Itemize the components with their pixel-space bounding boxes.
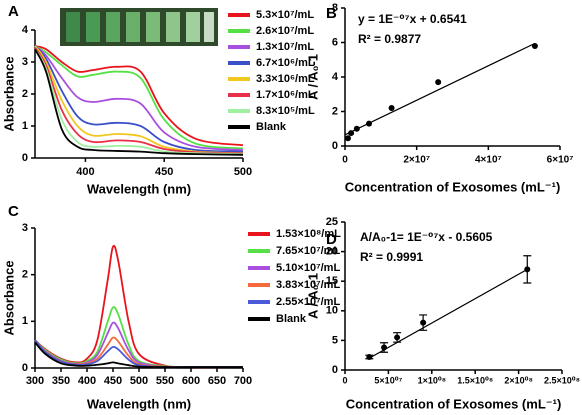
y-tick-label: 0 — [22, 362, 28, 374]
spectrum-line — [34, 244, 244, 369]
spectrum-line — [34, 48, 244, 156]
data-point — [366, 353, 373, 360]
legend-label: 3.83×10⁷/mL — [276, 279, 340, 291]
x-tick-label: 600 — [182, 375, 200, 387]
y-axis-label: A / A₀-1 — [305, 273, 320, 319]
fit-line — [344, 42, 536, 136]
y-tick-label: 5 — [332, 334, 338, 346]
y-tick-label: 3 — [22, 222, 28, 234]
data-point — [524, 266, 531, 273]
x-axis-label: Wavelength (nm) — [87, 396, 191, 411]
data-point — [366, 120, 373, 127]
data-point — [348, 130, 355, 137]
spectrum-line — [34, 45, 244, 155]
x-tick-label: 2.5×10⁰⁸ — [544, 375, 580, 385]
fit-line — [369, 268, 528, 359]
x-tick-label: 550 — [156, 375, 174, 387]
legend-label: 7.65×10⁷/mL — [276, 245, 340, 257]
y-tick-label: 10 — [326, 305, 338, 317]
x-axis-label: Wavelength (nm) — [87, 181, 191, 196]
annotation: y = 1E⁻⁰⁷x + 0.6541 — [358, 12, 467, 26]
y-tick-label: 3 — [22, 56, 28, 68]
data-point — [435, 79, 442, 86]
data-point — [394, 334, 401, 341]
y-tick-label: 2 — [22, 269, 28, 281]
y-tick-label: 1 — [22, 120, 28, 132]
y-tick-label: 0 — [332, 364, 338, 376]
x-tick-label: 450 — [104, 375, 122, 387]
annotation: R² = 0.9991 — [360, 250, 423, 264]
y-tick-label: 20 — [326, 246, 338, 258]
y-axis-label: Absorbance — [1, 56, 16, 131]
x-tick-label: 500 — [234, 166, 252, 178]
spectrum-line — [34, 45, 244, 153]
annotation: R² = 0.9877 — [358, 32, 421, 46]
legend-label: 3.3×10⁶/mL — [256, 73, 315, 85]
legend-label: 5.3×10⁷/mL — [256, 9, 314, 21]
y-tick-label: 2 — [332, 105, 338, 117]
x-tick-label: 2×10⁷ — [403, 155, 430, 166]
x-axis-label: Concentration of Exosomes (mL⁻¹) — [345, 179, 561, 194]
panel-label: C — [8, 203, 19, 220]
legend-label: 2.55×10⁷/mL — [276, 296, 340, 308]
x-tick-label: 1×10⁰⁸ — [418, 375, 446, 385]
y-tick-label: 8 — [332, 2, 338, 14]
legend-label: 6.7×10⁶/mL — [256, 57, 315, 69]
legend-label: Blank — [276, 313, 307, 325]
x-tick-label: 450 — [155, 166, 173, 178]
x-tick-label: 6×10⁷ — [547, 155, 574, 166]
x-tick-label: 400 — [76, 166, 94, 178]
spectrum-line — [34, 45, 244, 147]
x-tick-label: 300 — [26, 375, 44, 387]
y-tick-label: 25 — [326, 216, 338, 228]
y-tick-label: 0 — [22, 152, 28, 164]
x-tick-label: 2×10⁰⁸ — [504, 375, 532, 385]
data-point — [388, 105, 395, 112]
x-tick-label: 0 — [342, 375, 347, 385]
legend-label: 1.7×10⁶/mL — [256, 89, 315, 101]
data-point — [531, 42, 538, 49]
spectrum-line — [34, 47, 244, 155]
data-point — [381, 344, 388, 351]
x-tick-label: 1.5×10⁰⁸ — [457, 375, 493, 385]
spectrum-line — [34, 306, 244, 369]
spectrum-line — [34, 45, 244, 151]
y-axis-label: Absorbance — [1, 260, 16, 335]
panel-label: B — [326, 5, 337, 22]
legend-label: 5.10×10⁷/mL — [276, 262, 340, 274]
data-point — [344, 135, 351, 142]
x-tick-label: 0 — [342, 155, 348, 166]
y-tick-label: 4 — [22, 24, 29, 36]
legend-label: 2.6×10⁷/mL — [256, 25, 314, 37]
x-axis-label: Concentration of Exosomes (mL⁻¹) — [346, 396, 562, 411]
legend-label: Blank — [256, 121, 287, 133]
y-tick-label: 15 — [326, 275, 338, 287]
y-axis-label: A / A₀-1 — [305, 54, 320, 100]
data-point — [420, 319, 427, 326]
x-tick-label: 350 — [52, 375, 70, 387]
spectrum-line — [34, 45, 244, 150]
inset-photo — [60, 8, 218, 46]
annotation: A/A₀-1= 1E⁻⁰⁷x - 0.5605 — [360, 230, 493, 244]
x-tick-label: 4×10⁷ — [475, 155, 502, 166]
x-tick-label: 400 — [78, 375, 96, 387]
x-tick-label: 5×10⁰⁷ — [374, 375, 402, 385]
y-tick-label: 0 — [332, 140, 338, 152]
legend-label: 1.3×10⁷/mL — [256, 41, 314, 53]
x-tick-label: 650 — [208, 375, 226, 387]
spectrum-line — [34, 341, 243, 369]
y-tick-label: 2 — [22, 88, 28, 100]
panel-label: A — [8, 3, 19, 20]
y-tick-label: 1 — [22, 315, 28, 327]
x-tick-label: 700 — [234, 375, 252, 387]
x-tick-label: 500 — [130, 375, 148, 387]
panel-label: D — [326, 231, 337, 248]
spectrum-line — [34, 48, 244, 156]
data-point — [353, 125, 360, 132]
y-tick-label: 4 — [332, 71, 339, 83]
legend-label: 8.3×10⁵/mL — [256, 105, 315, 117]
legend-label: 1.53×10⁸/mL — [276, 228, 341, 240]
y-tick-label: 6 — [332, 36, 338, 48]
